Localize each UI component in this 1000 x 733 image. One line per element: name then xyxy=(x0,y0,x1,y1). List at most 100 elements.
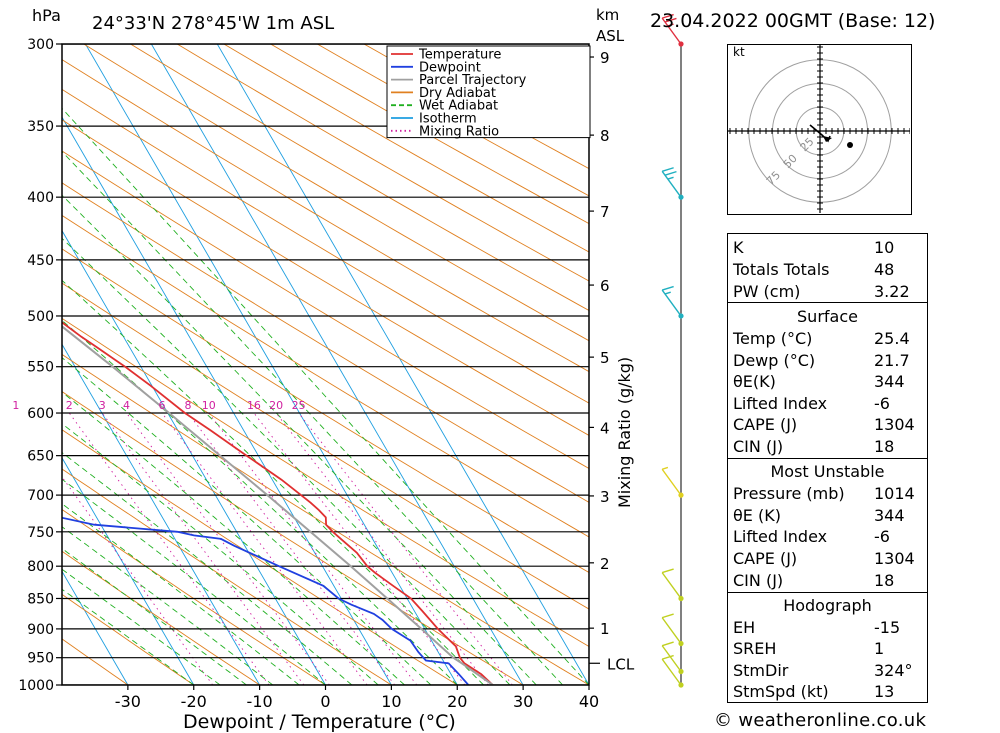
wet-adiabat-line xyxy=(62,588,195,685)
wind-barb-staff xyxy=(661,468,682,496)
wind-barb-staff xyxy=(661,658,682,686)
dry-adiabat-line xyxy=(62,88,589,404)
mu-li-label: Lifted Index xyxy=(733,527,828,546)
temperature-tick-label: 40 xyxy=(579,692,599,711)
wind-barb-flag xyxy=(661,654,674,660)
hodograph-table-header: Hodograph xyxy=(728,595,927,616)
dry-adiabat-line xyxy=(62,508,326,685)
temperature-tick-label: 30 xyxy=(513,692,533,711)
eh-row: EH -15 xyxy=(728,617,927,638)
dewpoint-curve xyxy=(62,516,470,685)
temperature-tick-label: -20 xyxy=(181,692,207,711)
wind-barb-flag xyxy=(661,167,674,172)
pw-label: PW (cm) xyxy=(733,282,801,301)
surface-cin-label: CIN (J) xyxy=(733,437,784,456)
legend-entry-label: Dry Adiabat xyxy=(419,86,496,101)
mu-cin-row: CIN (J) 18 xyxy=(728,570,927,591)
legend-entry-label: Dewpoint xyxy=(419,60,481,75)
stmdir-label: StmDir xyxy=(733,661,789,680)
mixing-ratio-axis-title: Mixing Ratio (g/kg) xyxy=(615,357,634,508)
legend-entry-label: Isotherm xyxy=(419,112,477,127)
sreh-value: 1 xyxy=(874,639,885,658)
surface-dewp-row: Dewp (°C) 21.7 xyxy=(728,350,927,371)
temperature-tick-label: 10 xyxy=(381,692,401,711)
wet-adiabat-line xyxy=(62,194,537,685)
wet-adiabat-line xyxy=(62,150,563,685)
dry-adiabat-line xyxy=(176,44,589,282)
isotherm-line xyxy=(62,570,129,685)
height-tick-label: 3 xyxy=(600,488,610,506)
legend-entry-label: Parcel Trajectory xyxy=(419,73,527,88)
pressure-tick-label: 850 xyxy=(27,591,54,607)
k-index-value: 10 xyxy=(874,238,895,257)
pressure-tick-label: 400 xyxy=(27,190,54,206)
wet-adiabat-line xyxy=(62,279,484,685)
mu-pressure-value: 1014 xyxy=(874,484,915,503)
pressure-tick-label: 450 xyxy=(27,253,54,269)
dry-adiabat-line xyxy=(62,119,589,436)
surface-cin-row: CIN (J) 18 xyxy=(728,436,927,457)
mu-cape-value: 1304 xyxy=(874,549,915,568)
footer-credit[interactable]: © weatheronline.co.uk xyxy=(714,710,927,731)
surface-li-row: Lifted Index -6 xyxy=(728,393,927,414)
mixing-ratio-label: 20 xyxy=(269,399,283,412)
mixing-ratio-line xyxy=(126,412,330,685)
dry-adiabat-line xyxy=(62,59,589,373)
stmspd-row: StmSpd (kt) 13 xyxy=(728,681,927,702)
mixing-ratio-label: 16 xyxy=(247,399,261,412)
sreh-label: SREH xyxy=(733,639,777,658)
wet-adiabat-line xyxy=(62,451,353,685)
wet-adiabat-line xyxy=(62,568,221,685)
k-index-label: K xyxy=(733,238,744,257)
dry-adiabat-line xyxy=(62,214,589,538)
x-axis-title: Dewpoint / Temperature (°C) xyxy=(183,711,456,733)
dry-adiabat-line xyxy=(223,44,589,253)
mu-theta-label: θE (K) xyxy=(733,506,781,525)
height-tick-label: 4 xyxy=(600,419,610,437)
totals-totals-row: Totals Totals 48 xyxy=(728,259,927,280)
mixing-ratio-label: 25 xyxy=(292,399,306,412)
mixing-ratio-line xyxy=(101,412,305,685)
dry-adiabat-line xyxy=(62,429,458,685)
divider xyxy=(728,458,927,459)
pw-value: 3.22 xyxy=(874,282,910,301)
divider xyxy=(728,592,927,593)
height-unit-km: km xyxy=(596,6,619,24)
mu-pressure-row: Pressure (mb) 1014 xyxy=(728,483,927,504)
wind-barb-flag xyxy=(661,613,674,619)
surface-title: Surface xyxy=(797,307,858,326)
parcel-trajectory-curve xyxy=(62,325,494,685)
pressure-tick-label: 300 xyxy=(27,37,54,53)
wind-barb-flag xyxy=(664,17,677,23)
surface-li-value: -6 xyxy=(874,394,890,413)
mixing-ratio-line xyxy=(68,412,270,685)
storm-motion-arrow xyxy=(823,136,832,142)
lcl-label: LCL xyxy=(607,655,635,673)
wind-barb-flag xyxy=(661,641,674,647)
mu-li-value: -6 xyxy=(874,527,890,546)
wind-barb-staff xyxy=(661,645,682,672)
isotherm-line xyxy=(62,343,260,685)
mu-li-row: Lifted Index -6 xyxy=(728,526,927,547)
mixing-ratio-label: 4 xyxy=(123,399,130,412)
dry-adiabat-line xyxy=(62,468,392,685)
mixing-ratio-line xyxy=(161,412,368,685)
surface-temp-row: Temp (°C) 25.4 xyxy=(728,328,927,349)
wind-barb-staff xyxy=(661,617,682,644)
mixing-ratio-label: 2 xyxy=(66,399,73,412)
wet-adiabat-line xyxy=(62,237,511,685)
wet-adiabat-line xyxy=(62,526,274,685)
hodograph-panel: kt 25 50 75 xyxy=(727,44,912,215)
isotherm-line xyxy=(62,456,195,685)
wet-adiabat-line xyxy=(62,547,247,685)
mu-theta-row: θE (K) 344 xyxy=(728,505,927,526)
storm-motion-point xyxy=(847,142,853,148)
dry-adiabat-line xyxy=(62,353,589,685)
pressure-tick-label: 800 xyxy=(27,559,54,575)
wind-barb-flag xyxy=(667,176,674,180)
eh-label: EH xyxy=(733,618,756,637)
wet-adiabat-line xyxy=(62,423,379,685)
height-tick-label: 2 xyxy=(600,555,610,573)
mixing-ratio-label: 6 xyxy=(158,399,165,412)
